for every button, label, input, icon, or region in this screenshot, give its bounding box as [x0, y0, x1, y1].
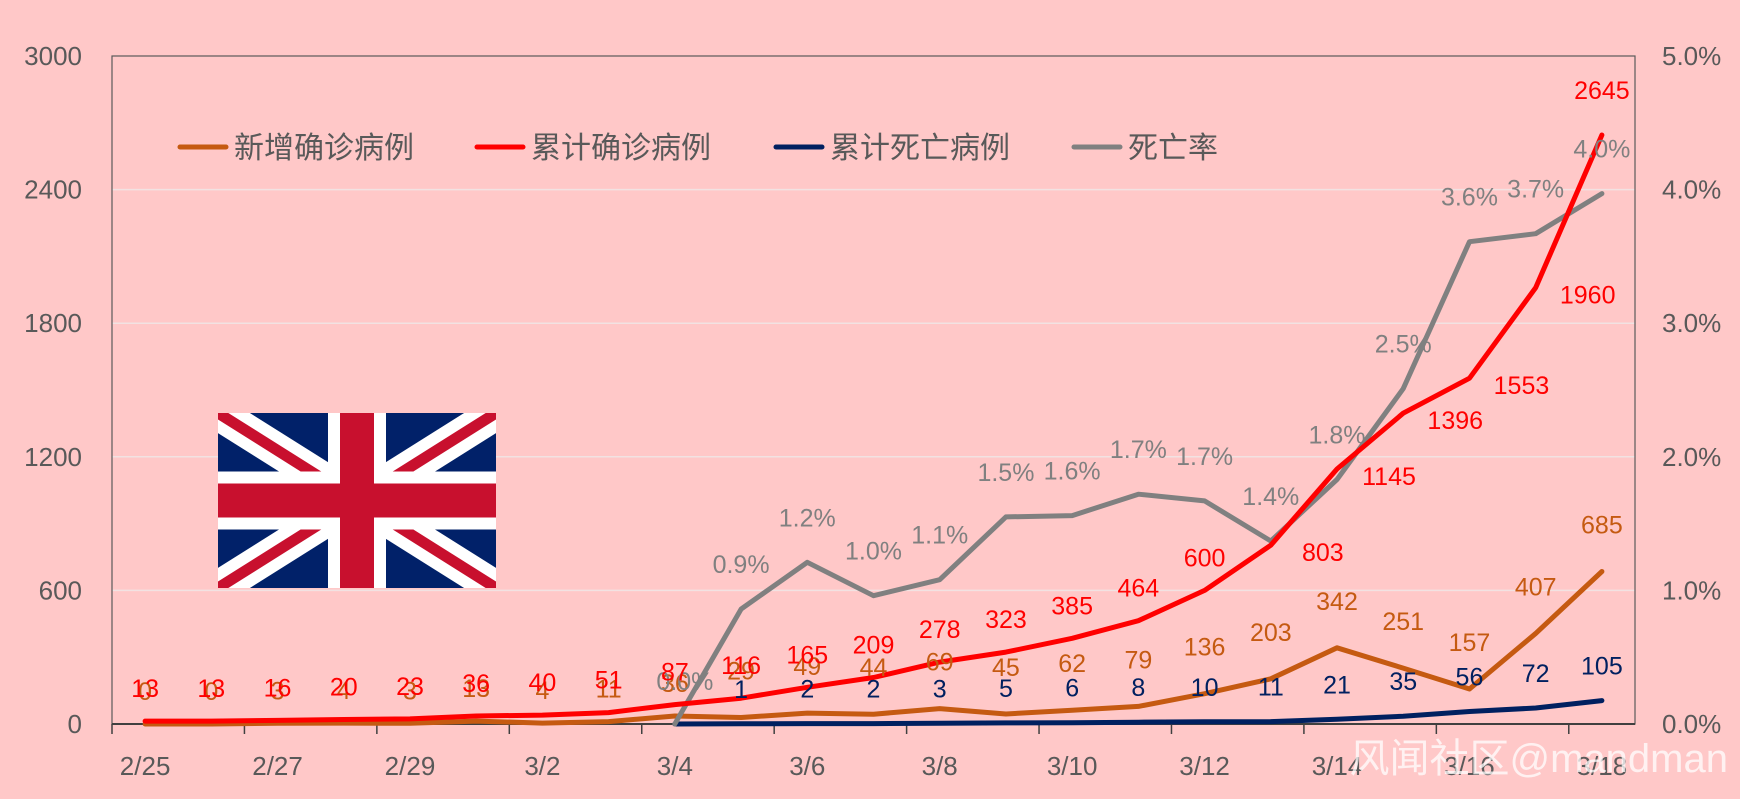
data-label: 11 — [1258, 674, 1284, 702]
data-label: 803 — [1302, 539, 1344, 567]
data-label: 3.6% — [1441, 184, 1498, 212]
data-label: 1.4% — [1242, 483, 1299, 511]
data-label: 203 — [1250, 619, 1292, 647]
x-tick-label: 3/8 — [922, 751, 958, 781]
y-left-tick-label: 2400 — [24, 175, 82, 205]
data-label: 16 — [264, 674, 292, 702]
data-label: 0.9% — [713, 551, 770, 579]
data-label: 1.1% — [911, 522, 968, 550]
data-label: 407 — [1515, 573, 1557, 601]
watermark: 风闻社区@mandman — [1350, 737, 1728, 781]
legend-entry: 新增确诊病例 — [180, 132, 414, 165]
data-label: 56 — [1456, 664, 1484, 692]
data-label: 1.5% — [977, 459, 1034, 487]
flag-crosses — [218, 413, 496, 588]
x-tick-label: 3/6 — [789, 751, 825, 781]
data-label: 3.7% — [1507, 176, 1564, 204]
y-right-tick-label: 3.0% — [1662, 308, 1721, 338]
data-label: 105 — [1581, 653, 1623, 681]
data-label: 2 — [800, 676, 814, 704]
data-label: 13 — [131, 675, 159, 703]
x-tick-label: 3/2 — [524, 751, 560, 781]
data-label: 1.7% — [1110, 436, 1167, 464]
data-label: 251 — [1382, 608, 1424, 636]
y-left-tick-label: 1800 — [24, 308, 82, 338]
legend-label: 累计死亡病例 — [830, 132, 1010, 165]
data-label: 6 — [1065, 675, 1079, 703]
data-label: 23 — [396, 673, 424, 701]
data-label: 35 — [1389, 668, 1417, 696]
legend-entry: 死亡率 — [1074, 132, 1218, 165]
y-right-tick-label: 4.0% — [1662, 175, 1721, 205]
legend-entry: 累计确诊病例 — [477, 132, 711, 165]
data-label: 278 — [919, 616, 961, 644]
data-label: 51 — [595, 667, 623, 695]
x-tick-label: 2/25 — [120, 751, 171, 781]
data-label: 1.6% — [1044, 458, 1101, 486]
data-label: 385 — [1051, 592, 1093, 620]
legend-label: 累计确诊病例 — [531, 132, 711, 165]
data-label: 165 — [786, 641, 828, 669]
data-label: 3 — [933, 675, 947, 703]
x-tick-label: 3/12 — [1179, 751, 1230, 781]
data-label: 157 — [1449, 629, 1491, 657]
data-label: 464 — [1118, 575, 1160, 603]
data-label: 1960 — [1560, 282, 1616, 310]
data-label: 5 — [999, 675, 1013, 703]
data-label: 13 — [197, 675, 225, 703]
y-left-tick-label: 1200 — [24, 442, 82, 472]
data-label: 1553 — [1494, 372, 1550, 400]
data-label: 40 — [529, 669, 557, 697]
data-label: 2 — [867, 676, 881, 704]
data-label: 36 — [462, 670, 490, 698]
data-label: 20 — [330, 674, 358, 702]
legend-label: 死亡率 — [1128, 132, 1218, 165]
data-label: 69 — [926, 649, 954, 677]
data-label: 21 — [1323, 671, 1351, 699]
data-label: 1.8% — [1309, 422, 1366, 450]
data-label: 323 — [985, 606, 1027, 634]
data-label: 1.2% — [779, 504, 836, 532]
data-label: 1145 — [1362, 463, 1416, 491]
data-label: 4.0% — [1573, 136, 1630, 164]
legend-label: 新增确诊病例 — [234, 132, 414, 165]
data-label: 2.5% — [1375, 331, 1432, 359]
y-right-tick-label: 2.0% — [1662, 442, 1721, 472]
data-label: 685 — [1581, 511, 1623, 539]
x-tick-label: 3/4 — [657, 751, 693, 781]
data-label: 600 — [1184, 544, 1226, 572]
y-left-tick-label: 0 — [68, 709, 82, 739]
data-label: 1.0% — [845, 538, 902, 566]
data-label: 342 — [1316, 588, 1358, 616]
x-tick-label: 3/10 — [1047, 751, 1098, 781]
y-right-tick-label: 1.0% — [1662, 575, 1721, 605]
data-label: 72 — [1522, 660, 1550, 688]
data-label: 10 — [1191, 674, 1219, 702]
data-label: 2645 — [1574, 77, 1630, 105]
data-label: 209 — [853, 631, 895, 659]
data-label: 79 — [1124, 646, 1152, 674]
union-jack-flag-icon — [218, 413, 496, 588]
x-tick-label: 2/29 — [385, 751, 436, 781]
data-label: 116 — [721, 652, 761, 680]
y-left-tick-label: 3000 — [24, 41, 82, 71]
y-right-tick-label: 0.0% — [1662, 709, 1721, 739]
y-right-tick-label: 5.0% — [1662, 41, 1721, 71]
data-label: 1396 — [1427, 407, 1483, 435]
data-label: 8 — [1131, 674, 1145, 702]
legend: 新增确诊病例 累计确诊病例 累计死亡病例 死亡率 — [180, 132, 1218, 165]
legend-entry: 累计死亡病例 — [776, 132, 1010, 165]
data-label: 87 — [661, 659, 689, 687]
data-label: 136 — [1184, 634, 1226, 662]
data-label: 1.7% — [1176, 443, 1233, 471]
y-left-tick-label: 600 — [39, 575, 82, 605]
x-tick-label: 2/27 — [252, 751, 303, 781]
